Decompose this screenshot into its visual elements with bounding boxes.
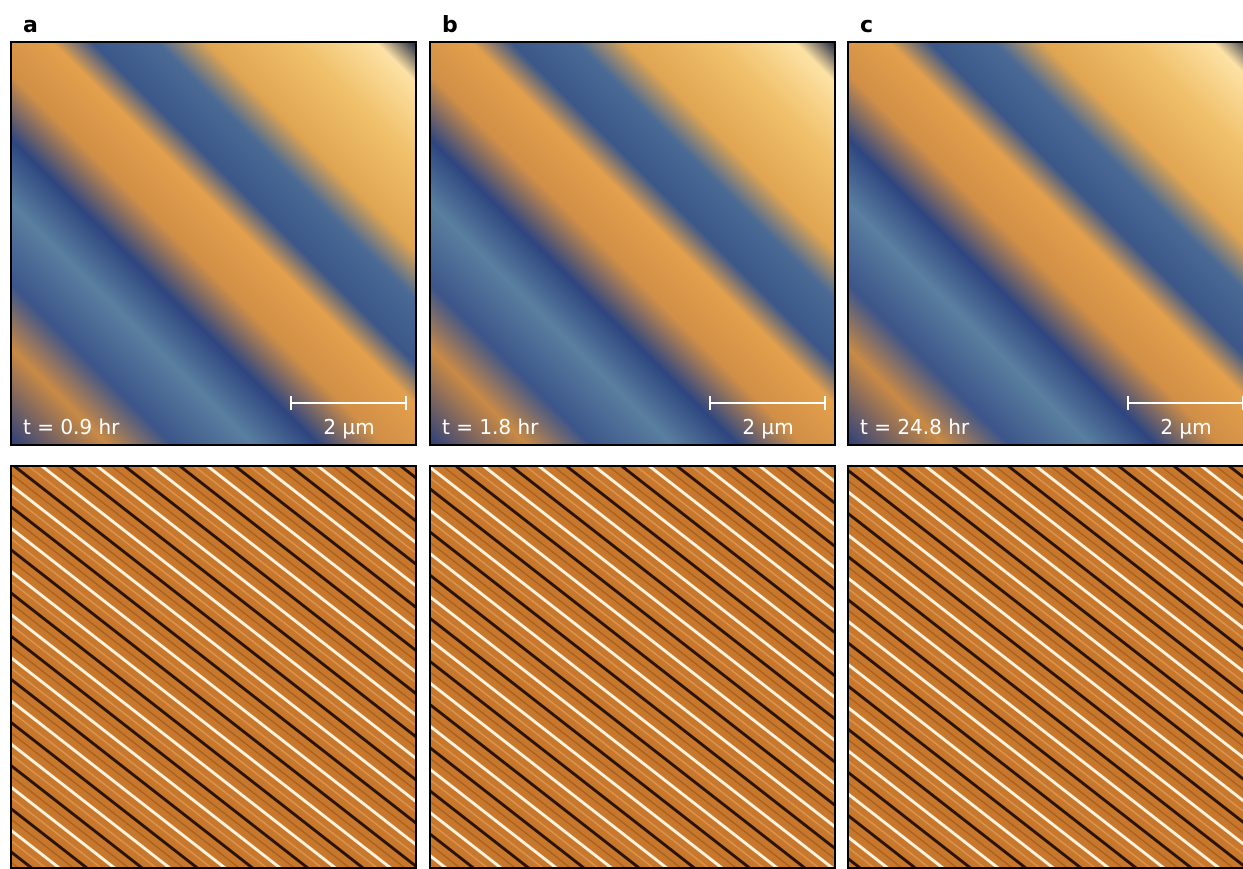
panel-letter: c: [860, 13, 873, 38]
height-image: [848, 42, 1243, 445]
panel-letter: a: [23, 13, 38, 38]
time-label: t = 24.8 hr: [860, 415, 970, 439]
time-label: t = 1.8 hr: [442, 415, 539, 439]
page: {"panels": [ {"label": "a", "time": "t =…: [0, 0, 1243, 869]
amplitude-image: [848, 466, 1243, 868]
scale-label: 2 µm: [323, 415, 374, 439]
panel: b t = 1.8 hr 2 µm: [430, 13, 835, 868]
panel: c t = 24.8 hr 2 µm: [848, 13, 1243, 868]
amplitude-image: [11, 466, 416, 868]
panel: a t = 0.9 hr 2 µm: [11, 13, 416, 868]
time-label: t = 0.9 hr: [23, 415, 120, 439]
figure: a t = 0.9 hr 2 µm b t = 1.8 hr 2 µm c t = 24.8 …: [0, 0, 1243, 869]
amplitude-image: [430, 466, 835, 868]
scale-label: 2 µm: [1160, 415, 1211, 439]
scale-label: 2 µm: [742, 415, 793, 439]
height-image: [11, 42, 416, 445]
panel-letter: b: [442, 13, 458, 38]
height-image: [430, 42, 835, 445]
